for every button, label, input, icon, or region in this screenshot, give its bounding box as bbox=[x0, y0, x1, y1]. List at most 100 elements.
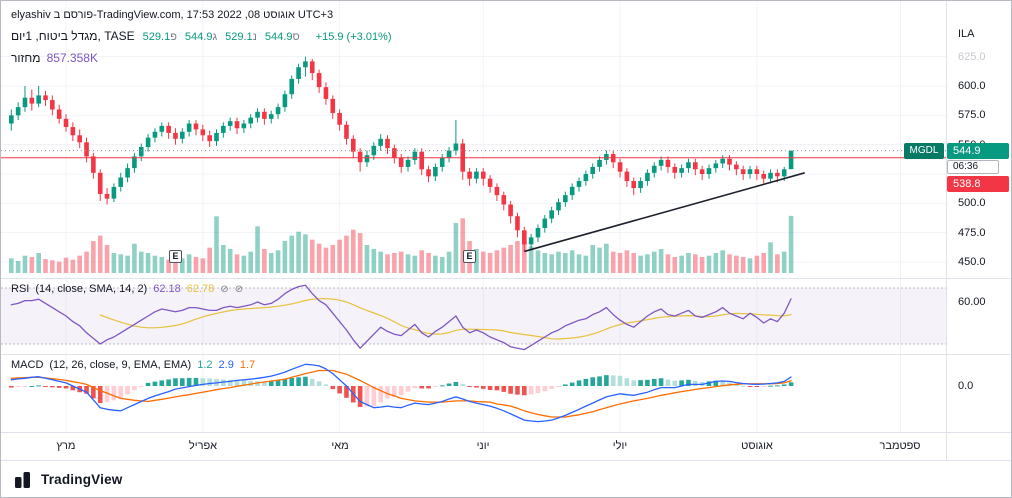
macd-layer bbox=[9, 363, 794, 423]
rsi-hide-icon[interactable]: ⊘ bbox=[220, 284, 229, 295]
horizontal-line-price-label: 538.8 bbox=[947, 176, 1009, 192]
volume-bar bbox=[392, 253, 397, 273]
macd-hist-bar bbox=[193, 377, 199, 386]
rsi-options-icon[interactable]: ⊘ bbox=[234, 284, 244, 295]
volume-bar bbox=[720, 250, 725, 273]
macd-hist-bar bbox=[398, 386, 404, 396]
volume-bar bbox=[385, 254, 390, 273]
macd-hist-bar bbox=[309, 378, 315, 386]
macd-hist-bar bbox=[665, 379, 671, 386]
candle bbox=[330, 98, 336, 113]
volume-bar bbox=[768, 242, 773, 273]
earnings-icon[interactable]: E bbox=[169, 250, 182, 263]
volume-bar bbox=[97, 235, 103, 273]
volume-bar bbox=[686, 253, 691, 273]
macd-hist-bar bbox=[371, 386, 377, 407]
volume-bar bbox=[275, 250, 281, 273]
tradingview-wordmark[interactable]: TradingView bbox=[41, 472, 123, 487]
volume-bar bbox=[522, 235, 527, 273]
footer: TradingView bbox=[1, 461, 1011, 497]
ohlc-token: ג544.9 bbox=[185, 31, 218, 43]
price-tick: 600.0 bbox=[958, 80, 986, 92]
change-value: +15.9 (+3.01%) bbox=[315, 31, 392, 43]
macd-hist-bar bbox=[494, 386, 500, 391]
volume-bar bbox=[36, 253, 41, 273]
volume-bar bbox=[193, 257, 199, 273]
volume-bar bbox=[364, 245, 370, 273]
macd-hist-bar bbox=[576, 380, 582, 386]
volume-bar bbox=[132, 243, 137, 273]
time-scale-label: אוגוסט bbox=[741, 440, 773, 452]
candle bbox=[699, 169, 705, 174]
candle bbox=[426, 169, 431, 177]
macd-hist-bar bbox=[200, 378, 206, 386]
macd-hist-bar bbox=[344, 386, 349, 398]
candle bbox=[597, 159, 602, 167]
candle bbox=[84, 142, 89, 157]
macd-hist-bar bbox=[152, 381, 158, 386]
ohlc-number: 529.1 bbox=[225, 31, 253, 43]
tradingview-logo-icon[interactable] bbox=[15, 471, 34, 488]
candle bbox=[651, 165, 657, 173]
volume-bar bbox=[200, 258, 206, 273]
price-tick: 625.0 bbox=[958, 51, 986, 63]
candle bbox=[227, 121, 233, 126]
macd-hist-value: 1.2 bbox=[197, 359, 213, 371]
candle bbox=[193, 123, 199, 130]
macd-hist-bar bbox=[781, 384, 787, 386]
volume-bar bbox=[186, 254, 192, 273]
pane-separators bbox=[1, 1, 1011, 461]
macd-hist-bar bbox=[364, 386, 370, 407]
candle bbox=[740, 169, 746, 174]
macd-hist-bar bbox=[166, 379, 171, 386]
macd-hist-bar bbox=[22, 386, 28, 387]
candle bbox=[138, 147, 144, 157]
volume-bar bbox=[446, 251, 452, 273]
candle bbox=[337, 112, 342, 125]
candle bbox=[494, 186, 500, 196]
volume-bar bbox=[43, 259, 48, 273]
ohlc-letter: ס bbox=[292, 31, 300, 43]
last-price-label: 544.9 bbox=[947, 143, 1009, 159]
price-scale-currency[interactable]: ILA bbox=[958, 28, 975, 40]
macd-hist-bar bbox=[583, 378, 589, 386]
volume-bar bbox=[474, 249, 479, 273]
volume-bar bbox=[241, 255, 247, 273]
volume-bar bbox=[761, 253, 766, 273]
time-scale-label: יוני bbox=[476, 440, 490, 452]
macd-hist-bar bbox=[747, 386, 753, 387]
candle bbox=[405, 159, 411, 167]
symbol-legend: מגדל ביטוח, 1יום, TASE פ529.1 ג544.9 נ529.… bbox=[11, 28, 392, 45]
volume-bar bbox=[118, 254, 124, 273]
macd-hist-bar bbox=[522, 386, 527, 396]
macd-hist-bar bbox=[453, 381, 459, 386]
volume-bar bbox=[433, 255, 438, 273]
volume-bar bbox=[651, 251, 657, 273]
ohlc-token: ס544.9 bbox=[265, 31, 301, 43]
volume-bar bbox=[508, 245, 513, 273]
volume-bar bbox=[590, 245, 595, 273]
macd-hist-bar bbox=[433, 386, 438, 387]
volume-bar bbox=[419, 250, 424, 273]
macd-hist-bar bbox=[227, 379, 233, 386]
volume-bar bbox=[50, 260, 55, 273]
macd-hist-bar bbox=[234, 380, 240, 386]
volume-bar bbox=[617, 253, 623, 273]
candle bbox=[275, 107, 281, 115]
rsi-ma-value: 62.78 bbox=[186, 283, 215, 295]
macd-legend: MACD (12, 26, close, 9, EMA, EMA) 1.2 2.… bbox=[11, 359, 255, 372]
candle bbox=[186, 123, 192, 132]
candle bbox=[316, 73, 322, 88]
volume-bar bbox=[268, 253, 274, 273]
macd-hist-bar bbox=[125, 386, 130, 395]
candle bbox=[77, 135, 82, 143]
macd-hist-bar bbox=[262, 381, 267, 386]
volume-bar bbox=[152, 255, 158, 273]
candle bbox=[535, 227, 541, 238]
earnings-icon[interactable]: E bbox=[463, 250, 476, 263]
macd-hist-bar bbox=[720, 381, 725, 386]
volume-bar bbox=[15, 261, 21, 273]
macd-hist-bar bbox=[439, 385, 445, 387]
candle bbox=[241, 123, 247, 129]
macd-hist-bar bbox=[419, 386, 424, 389]
